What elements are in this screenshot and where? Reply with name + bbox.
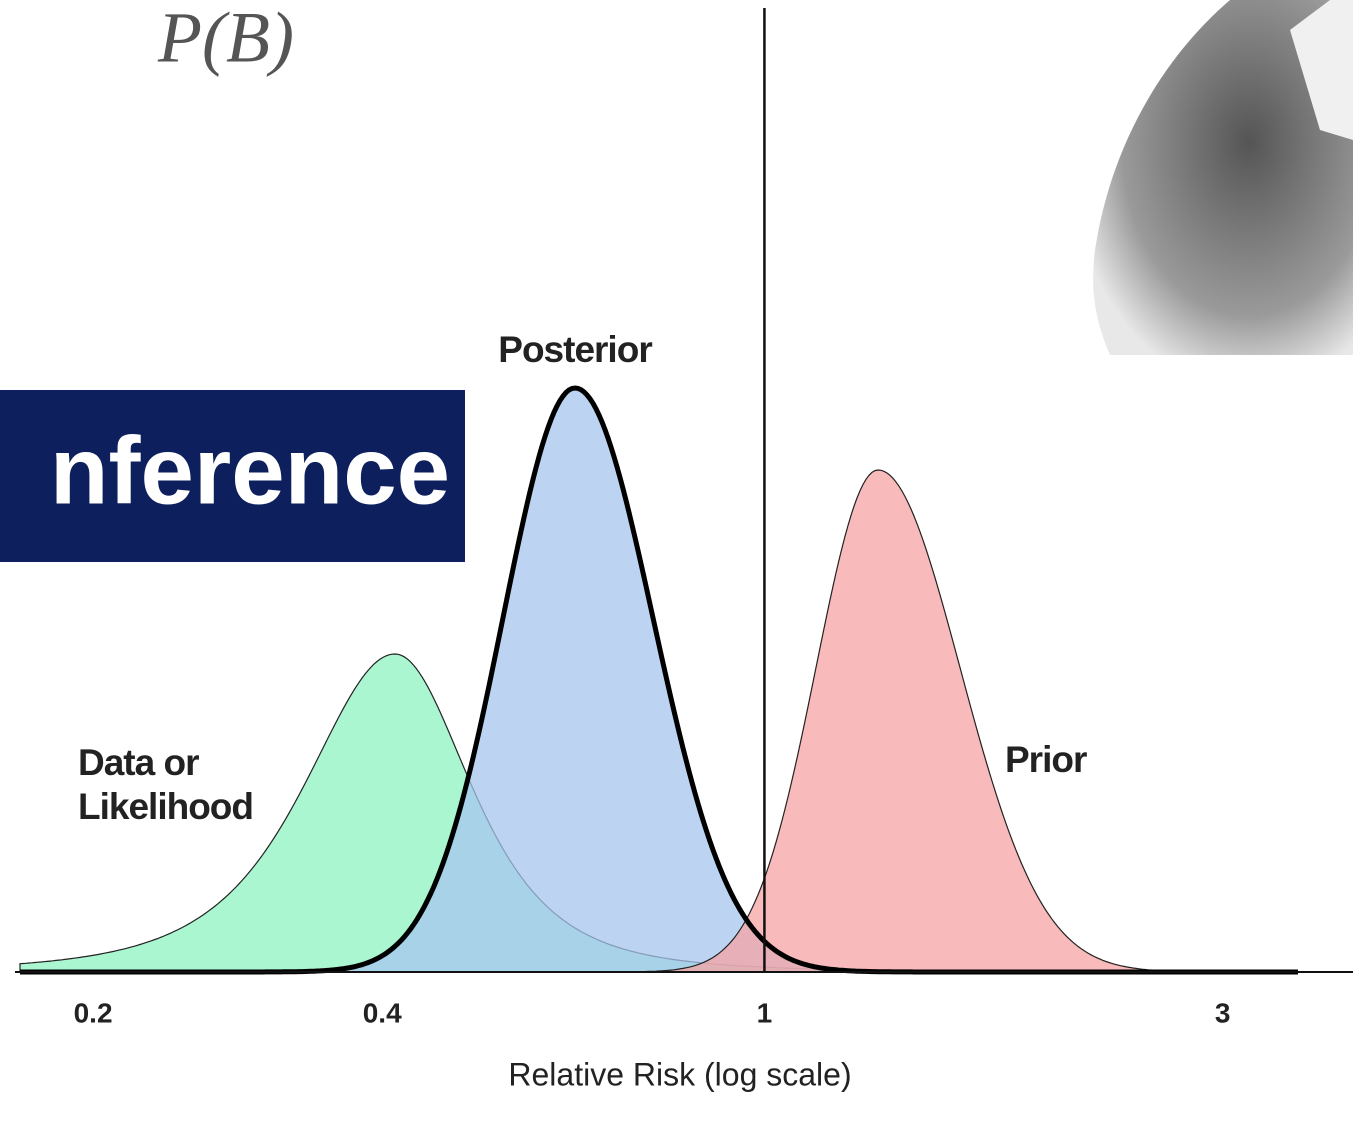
series-label: Prior — [1005, 739, 1087, 780]
series-label: Data or — [78, 742, 199, 783]
slide: P(B) 0.2 0.4 1 3 Relative Risk (log scale) Da… — [0, 0, 1353, 1125]
banner-text: nference — [50, 417, 450, 524]
x-tick-label: 1 — [757, 997, 773, 1028]
x-tick-label: 0.4 — [363, 997, 402, 1028]
series-label: Posterior — [498, 329, 652, 370]
series-label: Likelihood — [78, 786, 253, 827]
x-tick-label: 0.2 — [74, 997, 113, 1028]
x-tick-label: 3 — [1215, 997, 1231, 1028]
formula: P(B) — [157, 0, 294, 78]
x-axis-label: Relative Risk (log scale) — [508, 1056, 851, 1092]
